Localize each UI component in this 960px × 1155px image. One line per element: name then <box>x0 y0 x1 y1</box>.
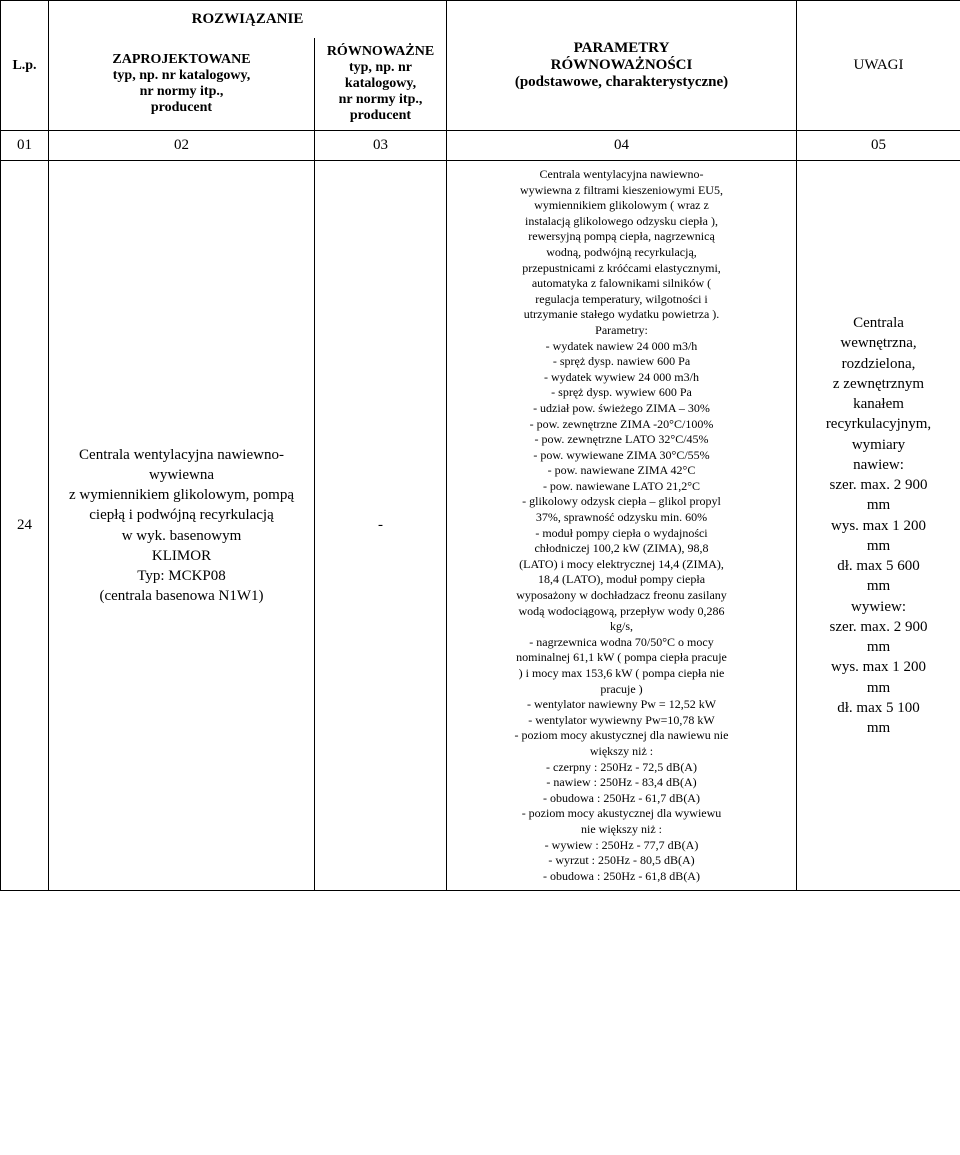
header-uwagi: UWAGI <box>797 1 960 131</box>
cell-lp: 24 <box>1 161 49 891</box>
header-zaprojektowane: ZAPROJEKTOWANEtyp, np. nr katalogowy,nr … <box>49 38 315 131</box>
cell-parametry: Centrala wentylacyjna nawiewno-wywiewna … <box>447 161 797 891</box>
cell-rownowazne: - <box>315 161 447 891</box>
header-rownowazne: RÓWNOWAŻNEtyp, np. nrkatalogowy,nr normy… <box>315 38 447 131</box>
header-lp: L.p. <box>1 1 49 131</box>
col-num-03: 03 <box>315 131 447 161</box>
header-row-1: L.p. ROZWIĄZANIE PARAMETRYRÓWNOWAŻNOŚCI(… <box>1 1 960 39</box>
header-parametry: PARAMETRYRÓWNOWAŻNOŚCI(podstawowe, chara… <box>447 1 797 131</box>
col-num-04: 04 <box>447 131 797 161</box>
cell-zaprojektowane: Centrala wentylacyjna nawiewno-wywiewnaz… <box>49 161 315 891</box>
cell-uwagi: Centralawewnętrzna,rozdzielona,z zewnętr… <box>797 161 960 891</box>
spec-table: L.p. ROZWIĄZANIE PARAMETRYRÓWNOWAŻNOŚCI(… <box>0 0 960 891</box>
table-row: 24 Centrala wentylacyjna nawiewno-wywiew… <box>1 161 960 891</box>
col-num-02: 02 <box>49 131 315 161</box>
col-num-01: 01 <box>1 131 49 161</box>
number-row: 01 02 03 04 05 <box>1 131 960 161</box>
header-rozwiazanie: ROZWIĄZANIE <box>49 1 447 39</box>
col-num-05: 05 <box>797 131 960 161</box>
